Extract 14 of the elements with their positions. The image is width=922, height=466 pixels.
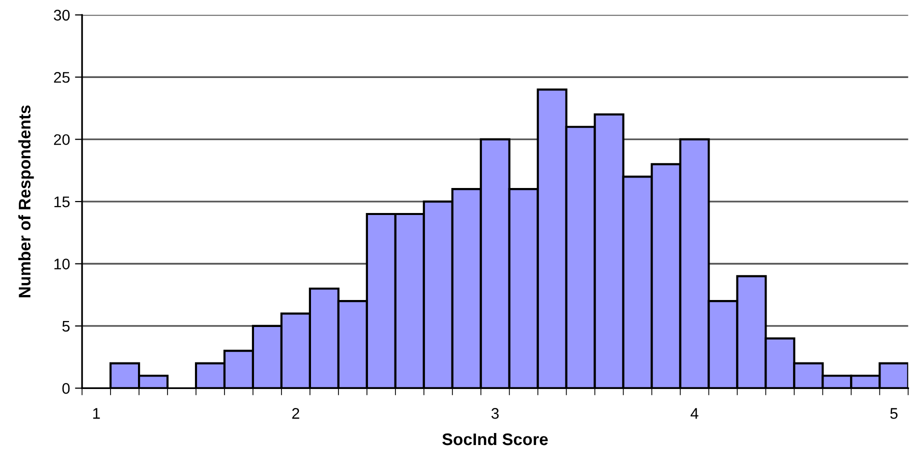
y-tick-label: 10 (54, 258, 70, 270)
y-tick-label: 25 (54, 72, 70, 83)
y-tick-label: 0 (62, 383, 70, 394)
y-tick-label: 30 (54, 10, 70, 21)
y-tick-label: 5 (62, 320, 70, 332)
x-tick-label: 4 (690, 408, 698, 419)
y-axis-title: Number of Respondents (18, 105, 34, 298)
x-tick-label: 5 (890, 408, 898, 419)
x-tick-label: 1 (93, 408, 100, 419)
x-tick-label: 2 (292, 408, 300, 419)
y-tick-label: 20 (54, 134, 70, 146)
y-tick-label: 15 (54, 196, 70, 208)
x-axis-title: SocInd Score (442, 432, 548, 446)
x-tick-label: 3 (491, 408, 499, 419)
